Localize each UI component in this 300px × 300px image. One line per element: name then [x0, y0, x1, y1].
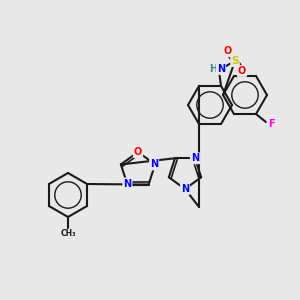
Text: F: F [268, 119, 274, 129]
Text: CH₃: CH₃ [60, 230, 76, 238]
Text: N: N [181, 184, 189, 194]
Text: O: O [224, 46, 232, 56]
Text: N: N [150, 159, 158, 170]
Text: N: N [191, 153, 199, 163]
Text: H: H [209, 64, 217, 74]
Text: O: O [238, 66, 246, 76]
Text: N: N [217, 64, 225, 74]
Text: O: O [134, 147, 142, 157]
Text: N: N [123, 178, 131, 189]
Text: S: S [231, 56, 239, 66]
